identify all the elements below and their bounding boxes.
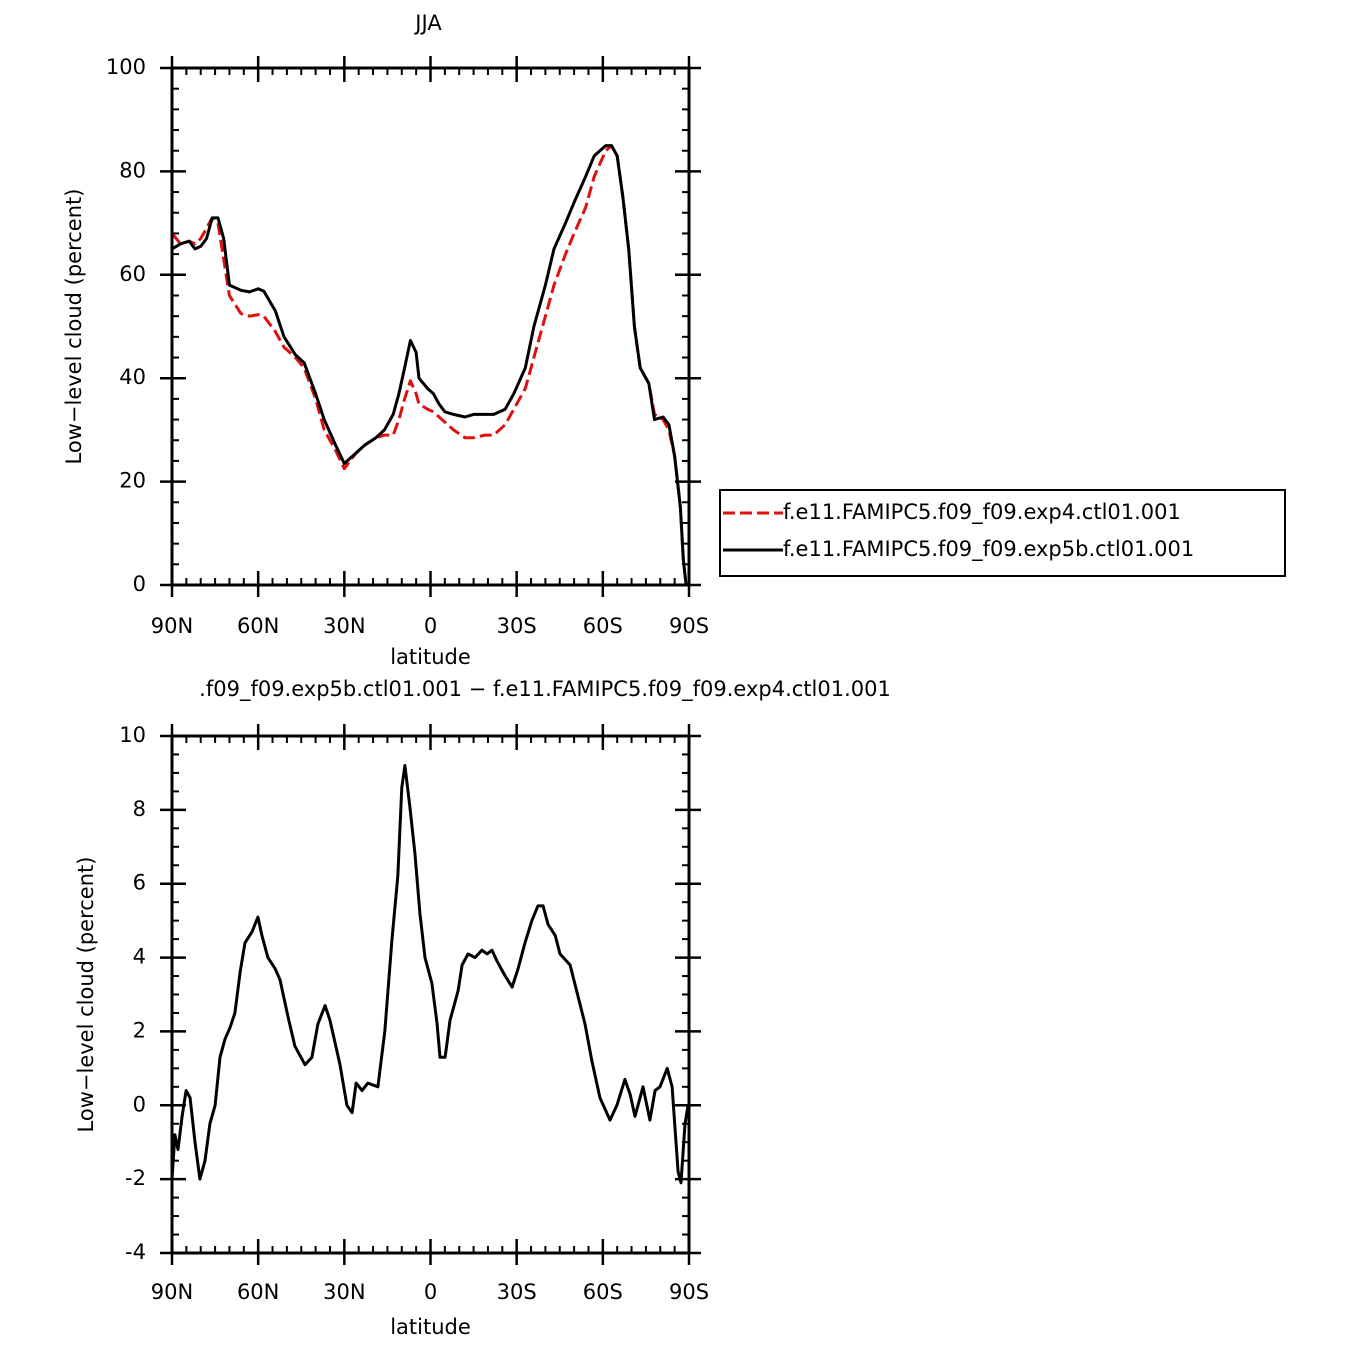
y-axis-label: Low−level cloud (percent) — [74, 857, 98, 1133]
x-tick-label: 0 — [424, 1280, 437, 1304]
plot-frame — [170, 734, 691, 1255]
data-line — [170, 764, 690, 1185]
y-axis-label: Low−level cloud (percent) — [62, 189, 86, 465]
x-tick-label: 0 — [424, 614, 437, 638]
chart-title: JJA — [413, 11, 442, 35]
y-tick-label: 2 — [133, 1018, 146, 1042]
y-tick-label: 20 — [119, 469, 146, 493]
x-tick-label: 60S — [583, 1280, 623, 1304]
data-line — [171, 144, 688, 586]
y-tick-label: 8 — [133, 797, 146, 821]
x-tick-label: 90S — [669, 614, 709, 638]
y-tick-label: 0 — [133, 1092, 146, 1116]
y-tick-label: 6 — [133, 871, 146, 895]
x-tick-label: 30N — [323, 1280, 365, 1304]
y-tick-label: -2 — [125, 1166, 146, 1190]
y-tick-label: -4 — [125, 1240, 146, 1264]
y-tick-label: 60 — [119, 262, 146, 286]
x-tick-label: 90N — [151, 1280, 193, 1304]
x-tick-label: 60S — [583, 614, 623, 638]
legend-label: f.e11.FAMIPC5.f09_f09.exp4.ctl01.001 — [783, 500, 1181, 525]
y-tick-label: 0 — [133, 572, 146, 596]
legend-label: f.e11.FAMIPC5.f09_f09.exp5b.ctl01.001 — [783, 537, 1194, 562]
x-tick-label: 30N — [323, 614, 365, 638]
chart-title: .f09_f09.exp5b.ctl01.001 − f.e11.FAMIPC5… — [199, 677, 891, 702]
x-tick-label: 90N — [151, 614, 193, 638]
legend-box — [719, 489, 1286, 577]
y-tick-label: 40 — [119, 365, 146, 389]
plot-frame — [170, 66, 691, 587]
y-tick-label: 80 — [119, 158, 146, 182]
y-tick-label: 100 — [106, 55, 146, 79]
x-tick-label: 90S — [669, 1280, 709, 1304]
x-tick-label: 60N — [237, 614, 279, 638]
x-axis-label: latitude — [390, 645, 471, 669]
data-line — [170, 144, 688, 586]
y-tick-label: 4 — [133, 945, 146, 969]
x-axis-label: latitude — [390, 1315, 471, 1339]
x-tick-label: 30S — [497, 614, 537, 638]
x-tick-label: 60N — [237, 1280, 279, 1304]
x-tick-label: 30S — [497, 1280, 537, 1304]
y-tick-label: 10 — [119, 723, 146, 747]
